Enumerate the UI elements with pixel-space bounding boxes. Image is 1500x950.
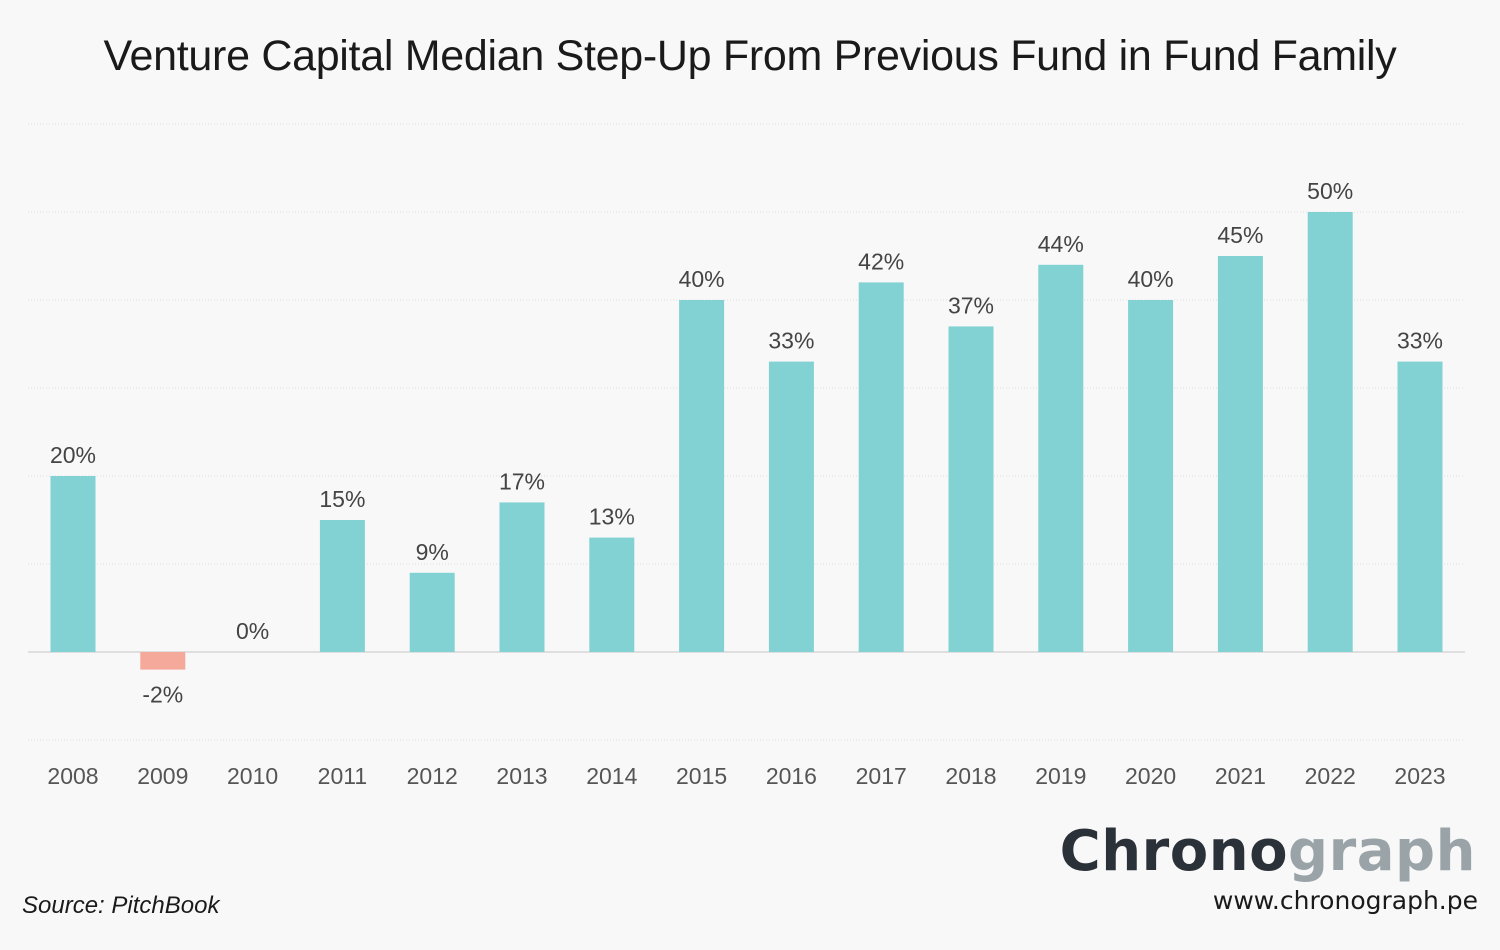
data-label-2019: 44% [1038,231,1084,257]
data-label-2023: 33% [1397,328,1443,354]
x-tick-2015: 2015 [676,763,727,789]
data-label-2022: 50% [1307,178,1353,204]
data-label-2009: -2% [142,682,183,708]
x-tick-2008: 2008 [47,763,98,789]
data-label-2010: 0% [236,618,269,644]
x-tick-2016: 2016 [766,763,817,789]
logo-text-light: graph [1288,819,1476,884]
logo-text-dark: Chrono [1059,819,1289,884]
bar-2009 [140,652,186,670]
brand-url: www.chronograph.pe [1212,886,1478,915]
bar-2022 [1307,212,1353,652]
data-label-2012: 9% [416,539,449,565]
data-labels: 20% -2% 0% 15% 9% 17% 13% 40% 33% 42% 37% 44% 40% 45%… [50,178,1443,708]
data-label-2021: 45% [1217,222,1263,248]
bar-2014 [589,537,635,652]
data-label-2008: 20% [50,442,96,468]
data-label-2013: 17% [499,468,545,494]
bar-2013 [499,502,545,652]
data-label-2016: 33% [768,328,814,354]
x-tick-2012: 2012 [407,763,458,789]
data-label-2020: 40% [1128,266,1174,292]
bar-2017 [858,282,904,652]
x-axis-ticks: 2008 2009 2010 2011 2012 2013 2014 2015 2016 2017… [47,763,1445,789]
data-label-2015: 40% [679,266,725,292]
x-tick-2021: 2021 [1215,763,1266,789]
x-tick-2011: 2011 [318,763,367,789]
bar-2018 [948,326,994,652]
bar-2021 [1217,256,1263,652]
x-tick-2020: 2020 [1125,763,1176,789]
bar-2016 [768,361,814,652]
bar-2020 [1128,300,1174,652]
x-tick-2009: 2009 [137,763,188,789]
chronograph-logo: Chronograph [1060,818,1476,886]
x-tick-2018: 2018 [945,763,996,789]
x-tick-2019: 2019 [1035,763,1086,789]
bar-2015 [679,300,725,652]
bars [50,212,1443,670]
bar-2008 [50,476,96,652]
x-tick-2023: 2023 [1394,763,1445,789]
x-tick-2010: 2010 [227,763,278,789]
x-tick-2014: 2014 [586,763,637,789]
data-label-2018: 37% [948,292,994,318]
x-tick-2013: 2013 [496,763,547,789]
chart-title: Venture Capital Median Step-Up From Prev… [103,32,1397,80]
x-tick-2022: 2022 [1305,763,1356,789]
bar-2011 [319,520,365,652]
data-label-2017: 42% [858,248,904,274]
bar-2019 [1038,264,1084,652]
data-label-2014: 13% [589,504,635,530]
data-label-2011: 15% [319,486,365,512]
bar-2023 [1397,361,1443,652]
x-tick-2017: 2017 [856,763,907,789]
source-note: Source: PitchBook [22,892,220,919]
bar-2012 [409,572,455,652]
